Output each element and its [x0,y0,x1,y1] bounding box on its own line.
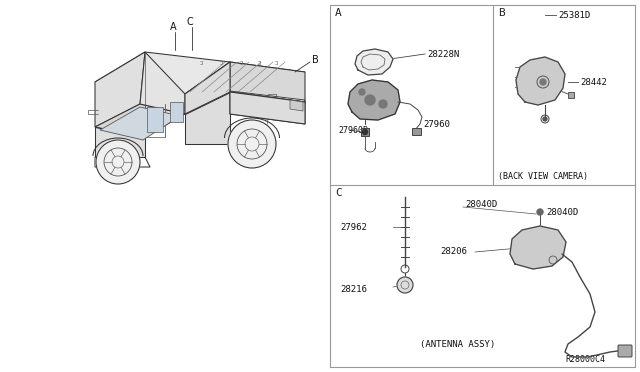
Text: A: A [335,8,342,18]
Text: A: A [170,22,176,32]
Polygon shape [510,226,566,269]
Circle shape [397,277,413,293]
Circle shape [228,120,276,168]
Text: R28000C4: R28000C4 [565,355,605,363]
Text: 28206: 28206 [440,247,467,257]
Polygon shape [95,104,185,137]
Polygon shape [230,92,305,124]
Polygon shape [230,92,305,124]
Text: 28228N: 28228N [427,49,460,58]
FancyBboxPatch shape [412,128,421,135]
Text: 27960B: 27960B [338,125,368,135]
Polygon shape [95,52,145,127]
Polygon shape [185,62,305,104]
Circle shape [537,209,543,215]
Circle shape [543,117,547,121]
Polygon shape [185,62,230,114]
Polygon shape [140,52,185,114]
Text: 28442: 28442 [580,77,607,87]
Text: (ANTENNA ASSY): (ANTENNA ASSY) [420,340,495,349]
Polygon shape [95,52,230,94]
Polygon shape [516,57,565,105]
Polygon shape [147,107,163,132]
FancyBboxPatch shape [568,92,574,98]
Circle shape [359,89,365,95]
Circle shape [365,95,375,105]
Polygon shape [355,49,393,75]
Circle shape [96,140,140,184]
Polygon shape [100,107,180,140]
Polygon shape [230,62,305,102]
Text: B: B [312,55,319,65]
Text: 27962: 27962 [340,222,367,231]
FancyBboxPatch shape [618,345,632,357]
Text: (BACK VIEW CAMERA): (BACK VIEW CAMERA) [498,171,588,180]
Circle shape [379,100,387,108]
Polygon shape [290,100,303,111]
Text: 25381D: 25381D [558,10,590,19]
Circle shape [540,79,546,85]
Text: B: B [498,8,505,18]
Polygon shape [348,80,400,120]
Text: 27960: 27960 [423,119,450,128]
Polygon shape [185,92,230,144]
Polygon shape [95,127,145,157]
Text: C: C [187,17,193,27]
FancyBboxPatch shape [361,128,369,136]
Text: 28216: 28216 [340,285,367,294]
Polygon shape [170,102,183,122]
Text: 28040D: 28040D [546,208,579,217]
Text: 28040D: 28040D [465,199,497,208]
Circle shape [362,129,367,135]
Text: C: C [335,188,342,198]
